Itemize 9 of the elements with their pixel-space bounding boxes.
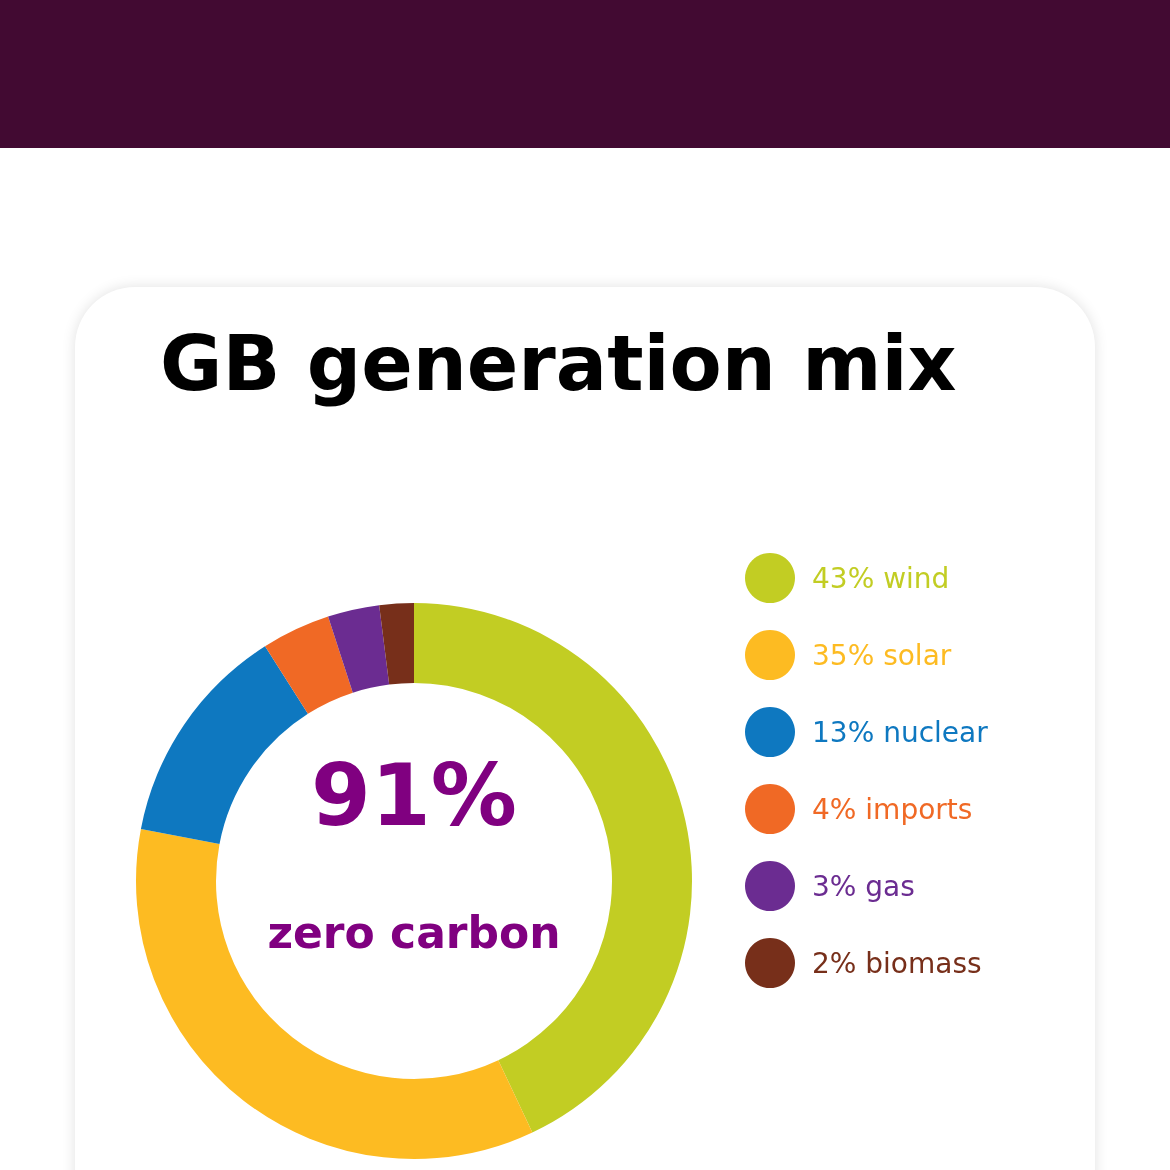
legend-label: 43% wind bbox=[812, 561, 950, 595]
legend-label: 3% gas bbox=[812, 869, 915, 903]
legend-label: 35% solar bbox=[812, 638, 952, 672]
legend-label: 2% biomass bbox=[812, 946, 982, 980]
legend-label: 13% nuclear bbox=[812, 715, 989, 749]
text: zero carbon bbox=[267, 906, 561, 958]
text: 91% bbox=[311, 745, 517, 845]
legend-label: 4% imports bbox=[812, 792, 973, 826]
chart-title: GB generation mix bbox=[160, 318, 957, 408]
